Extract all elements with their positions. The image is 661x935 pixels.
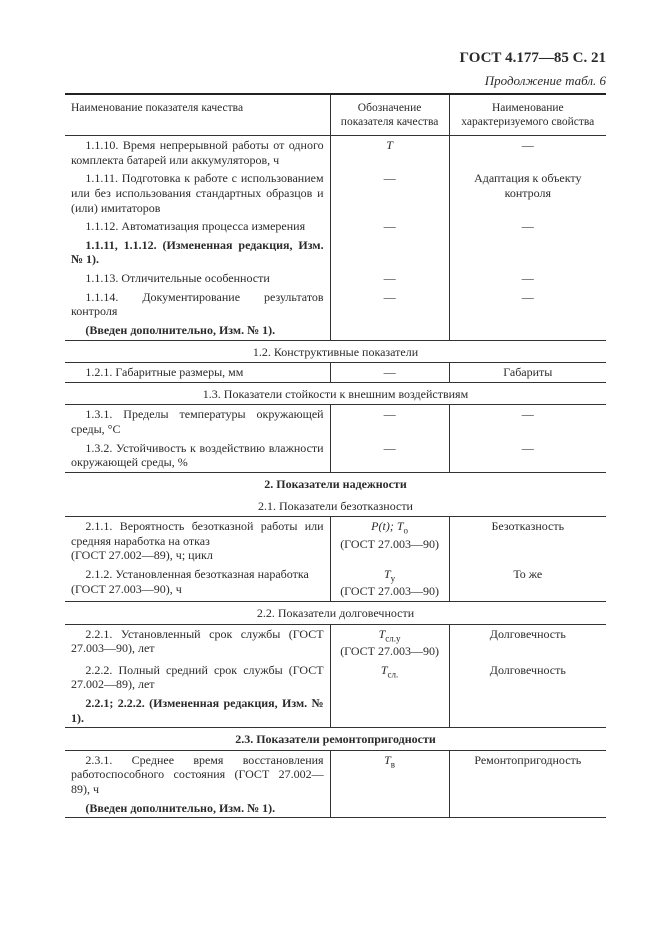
cell-symbol: — bbox=[330, 217, 449, 236]
cell-property: — bbox=[449, 288, 606, 321]
table-row: (Введен дополнительно, Изм. № 1). bbox=[65, 799, 606, 818]
cell-name: 1.3.2. Устойчивость к воздействию влажно… bbox=[65, 439, 330, 473]
cell-symbol: — bbox=[330, 405, 449, 439]
table-row: 2.1.2. Установленная безотказная наработ… bbox=[65, 565, 606, 601]
section-title: 1.3. Показатели стойкости к внешним возд… bbox=[65, 382, 606, 405]
cell-property: Ремонтопригодность bbox=[449, 750, 606, 798]
table-row: 1.1.11, 1.1.12. (Измененная редакция, Из… bbox=[65, 236, 606, 269]
cell-name: 1.3.1. Пределы температуры окружающей ср… bbox=[65, 405, 330, 439]
section-heading: 2.3. Показатели ремонтопригодности bbox=[65, 728, 606, 751]
cell-symbol: — bbox=[330, 439, 449, 473]
section-title: 2.3. Показатели ремонтопригодности bbox=[65, 728, 606, 751]
section-heading: 2.1. Показатели безотказности bbox=[65, 495, 606, 517]
section-heading: 2. Показатели надежности bbox=[65, 472, 606, 494]
table-row: (Введен дополнительно, Изм. № 1). bbox=[65, 321, 606, 340]
col-header-symbol: Обозначение показателя качества bbox=[330, 94, 449, 136]
page-header: ГОСТ 4.177—85 С. 21 bbox=[65, 50, 606, 67]
section-title: 1.2. Конструктивные показатели bbox=[65, 340, 606, 363]
section-heading: 2.2. Показатели долговечности bbox=[65, 602, 606, 625]
cell-property: — bbox=[449, 217, 606, 236]
table-row: 1.1.11. Подготовка к работе с использова… bbox=[65, 169, 606, 217]
cell-name: 1.2.1. Габаритные размеры, мм bbox=[65, 363, 330, 383]
table-row: 1.3.2. Устойчивость к воздействию влажно… bbox=[65, 439, 606, 473]
table-row: 1.1.13. Отличительные особенности — — bbox=[65, 269, 606, 288]
cell-property: — bbox=[449, 136, 606, 170]
section-heading: 1.3. Показатели стойкости к внешним возд… bbox=[65, 382, 606, 405]
section-title: 2.1. Показатели безотказности bbox=[65, 495, 606, 517]
cell-symbol: — bbox=[330, 269, 449, 288]
cell-property: Долговечность bbox=[449, 661, 606, 694]
table-continuation: Продолжение табл. 6 bbox=[65, 73, 606, 89]
cell-property: — bbox=[449, 405, 606, 439]
col-header-name: Наименование показателя качества bbox=[65, 94, 330, 136]
standards-table: Наименование показателя качества Обознач… bbox=[65, 93, 606, 818]
table-row: 2.2.2. Полный средний срок службы (ГОСТ … bbox=[65, 661, 606, 694]
cell-property: Адаптация к объекту контроля bbox=[449, 169, 606, 217]
section-heading: 1.2. Конструктивные показатели bbox=[65, 340, 606, 363]
page: ГОСТ 4.177—85 С. 21 Продолжение табл. 6 … bbox=[0, 0, 661, 935]
cell-property: Долговечность bbox=[449, 624, 606, 660]
cell-name: 2.2.2. Полный средний срок службы (ГОСТ … bbox=[65, 661, 330, 694]
cell-note: (Введен дополнительно, Изм. № 1). bbox=[65, 321, 330, 340]
table-row: 1.2.1. Габаритные размеры, мм — Габариты bbox=[65, 363, 606, 383]
cell-name: 2.2.1. Установленный срок службы (ГОСТ 2… bbox=[65, 624, 330, 660]
table-row: 2.1.1. Вероятность безотказной работы ил… bbox=[65, 517, 606, 565]
cell-property: То же bbox=[449, 565, 606, 601]
col-header-property: Наименование характеризуемого свойства bbox=[449, 94, 606, 136]
cell-name: 2.1.2. Установленная безотказная наработ… bbox=[65, 565, 330, 601]
cell-name: 2.3.1. Среднее время восстановления рабо… bbox=[65, 750, 330, 798]
table-row: 1.1.10. Время непрерывной работы от одно… bbox=[65, 136, 606, 170]
cell-property: Безотказность bbox=[449, 517, 606, 565]
table-header-row: Наименование показателя качества Обознач… bbox=[65, 94, 606, 136]
cell-symbol: Tсл.у (ГОСТ 27.003—90) bbox=[330, 624, 449, 660]
cell-symbol: — bbox=[330, 169, 449, 217]
cell-note: (Введен дополнительно, Изм. № 1). bbox=[65, 799, 330, 818]
cell-note: 2.2.1; 2.2.2. (Измененная редакция, Изм.… bbox=[65, 694, 330, 728]
section-title: 2.2. Показатели долговечности bbox=[65, 602, 606, 625]
cell-symbol: P(t); Tо (ГОСТ 27.003—90) bbox=[330, 517, 449, 565]
table-row: 1.1.14. Документирование результатов кон… bbox=[65, 288, 606, 321]
cell-name: 1.1.11. Подготовка к работе с использова… bbox=[65, 169, 330, 217]
cell-symbol: — bbox=[330, 288, 449, 321]
cell-name: 1.1.14. Документирование результатов кон… bbox=[65, 288, 330, 321]
table-row: 2.2.1; 2.2.2. (Измененная редакция, Изм.… bbox=[65, 694, 606, 728]
table-row: 1.1.12. Автоматизация процесса измерения… bbox=[65, 217, 606, 236]
table-row: 2.3.1. Среднее время восстановления рабо… bbox=[65, 750, 606, 798]
cell-symbol: Tсл. bbox=[330, 661, 449, 694]
cell-name: 1.1.13. Отличительные особенности bbox=[65, 269, 330, 288]
cell-symbol: Tв bbox=[330, 750, 449, 798]
cell-symbol: — bbox=[330, 363, 449, 383]
table-row: 2.2.1. Установленный срок службы (ГОСТ 2… bbox=[65, 624, 606, 660]
table-row: 1.3.1. Пределы температуры окружающей ср… bbox=[65, 405, 606, 439]
cell-name: 1.1.12. Автоматизация процесса измерения bbox=[65, 217, 330, 236]
cell-symbol: T bbox=[330, 136, 449, 170]
cell-name: 2.1.1. Вероятность безотказной работы ил… bbox=[65, 517, 330, 565]
cell-property: Габариты bbox=[449, 363, 606, 383]
cell-property: — bbox=[449, 439, 606, 473]
cell-symbol: Tу (ГОСТ 27.003—90) bbox=[330, 565, 449, 601]
cell-property: — bbox=[449, 269, 606, 288]
cell-name: 1.1.10. Время непрерывной работы от одно… bbox=[65, 136, 330, 170]
cell-note: 1.1.11, 1.1.12. (Измененная редакция, Из… bbox=[65, 236, 330, 269]
section-title: 2. Показатели надежности bbox=[65, 472, 606, 494]
